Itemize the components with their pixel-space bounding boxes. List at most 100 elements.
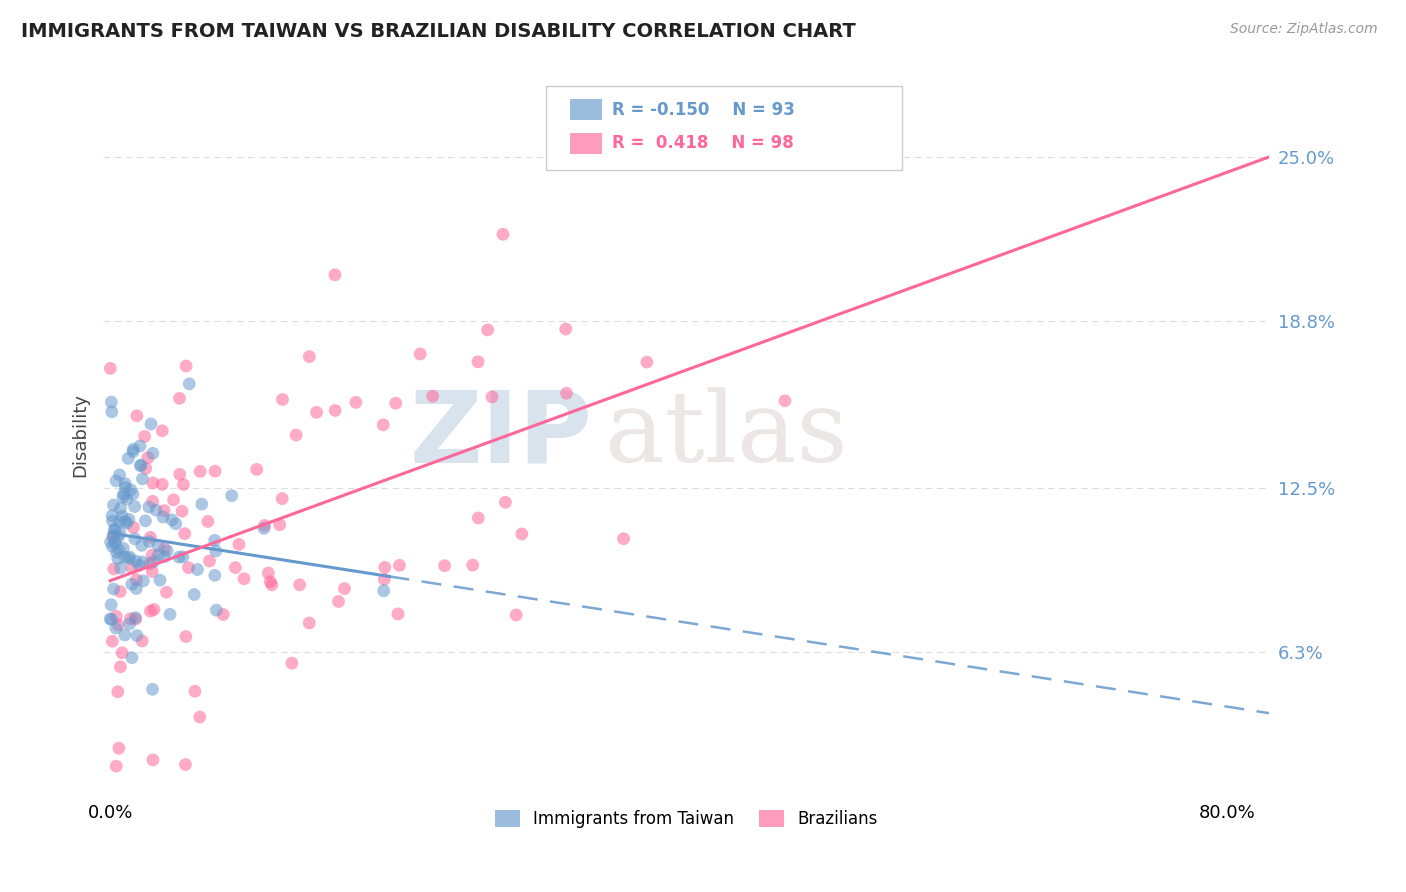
- Point: [259, 574, 281, 589]
- Point: [285, 428, 308, 442]
- Point: [101, 405, 124, 419]
- Point: [149, 573, 172, 587]
- Point: [174, 630, 197, 644]
- Point: [177, 560, 200, 574]
- Legend: Immigrants from Taiwan, Brazilians: Immigrants from Taiwan, Brazilians: [488, 803, 884, 834]
- Point: [467, 511, 489, 525]
- Point: [224, 560, 246, 574]
- Point: [433, 558, 456, 573]
- Point: [174, 359, 197, 373]
- Point: [118, 512, 141, 526]
- Point: [125, 582, 148, 596]
- Point: [141, 548, 163, 562]
- Point: [131, 472, 153, 486]
- Point: [139, 417, 162, 431]
- Point: [142, 753, 165, 767]
- Point: [122, 520, 145, 534]
- Point: [333, 582, 356, 596]
- Point: [112, 541, 135, 556]
- Point: [111, 509, 134, 524]
- Point: [165, 516, 187, 531]
- Point: [108, 584, 131, 599]
- Point: [148, 539, 170, 553]
- Point: [107, 530, 129, 544]
- Point: [100, 395, 122, 409]
- Point: [204, 544, 226, 558]
- Text: ZIP: ZIP: [411, 386, 593, 483]
- Point: [198, 554, 221, 568]
- Point: [510, 527, 533, 541]
- Point: [138, 500, 160, 514]
- Point: [373, 417, 395, 432]
- Point: [373, 583, 395, 598]
- Point: [228, 537, 250, 551]
- Point: [142, 494, 165, 508]
- Point: [281, 656, 304, 670]
- Point: [132, 574, 155, 588]
- Point: [121, 560, 143, 574]
- Point: [142, 555, 165, 569]
- Point: [103, 498, 125, 512]
- Point: [105, 609, 128, 624]
- Point: [253, 518, 276, 533]
- Point: [125, 629, 148, 643]
- Point: [492, 227, 515, 242]
- Point: [387, 607, 409, 621]
- Point: [114, 480, 136, 494]
- Point: [108, 467, 131, 482]
- Text: IMMIGRANTS FROM TAIWAN VS BRAZILIAN DISABILITY CORRELATION CHART: IMMIGRANTS FROM TAIWAN VS BRAZILIAN DISA…: [21, 22, 856, 41]
- Point: [111, 646, 134, 660]
- Point: [111, 490, 134, 504]
- Point: [323, 268, 346, 282]
- Point: [505, 607, 527, 622]
- Point: [159, 607, 181, 622]
- Point: [100, 612, 122, 626]
- Point: [98, 612, 121, 626]
- Point: [388, 558, 411, 573]
- Point: [204, 464, 226, 478]
- Point: [129, 458, 152, 473]
- Point: [188, 710, 211, 724]
- Point: [125, 612, 148, 626]
- Point: [114, 550, 136, 565]
- Y-axis label: Disability: Disability: [72, 393, 89, 477]
- Point: [108, 526, 131, 541]
- Point: [125, 409, 148, 423]
- Point: [298, 350, 321, 364]
- Point: [103, 582, 125, 596]
- Point: [104, 535, 127, 549]
- Point: [117, 451, 139, 466]
- Point: [108, 515, 131, 529]
- Point: [104, 534, 127, 549]
- Text: R =  0.418    N = 98: R = 0.418 N = 98: [612, 134, 793, 153]
- Point: [773, 393, 796, 408]
- Point: [153, 549, 176, 564]
- Point: [169, 392, 191, 406]
- Text: R = -0.150    N = 93: R = -0.150 N = 93: [612, 101, 794, 119]
- Point: [103, 528, 125, 542]
- Point: [167, 550, 190, 565]
- Point: [179, 376, 201, 391]
- Point: [188, 464, 211, 478]
- Point: [636, 355, 658, 369]
- Point: [221, 489, 243, 503]
- Point: [328, 594, 350, 608]
- Point: [142, 446, 165, 460]
- Point: [101, 508, 124, 523]
- Point: [118, 549, 141, 564]
- Point: [141, 682, 163, 697]
- Bar: [569, 133, 602, 154]
- Point: [139, 604, 162, 618]
- Point: [100, 598, 122, 612]
- Point: [467, 355, 489, 369]
- Point: [121, 650, 143, 665]
- Text: atlas: atlas: [605, 387, 848, 483]
- Point: [169, 467, 191, 482]
- Point: [108, 741, 131, 756]
- Point: [129, 458, 152, 472]
- Point: [131, 555, 153, 569]
- Bar: [569, 99, 602, 120]
- Point: [124, 532, 146, 546]
- Point: [139, 557, 162, 571]
- Point: [100, 535, 122, 549]
